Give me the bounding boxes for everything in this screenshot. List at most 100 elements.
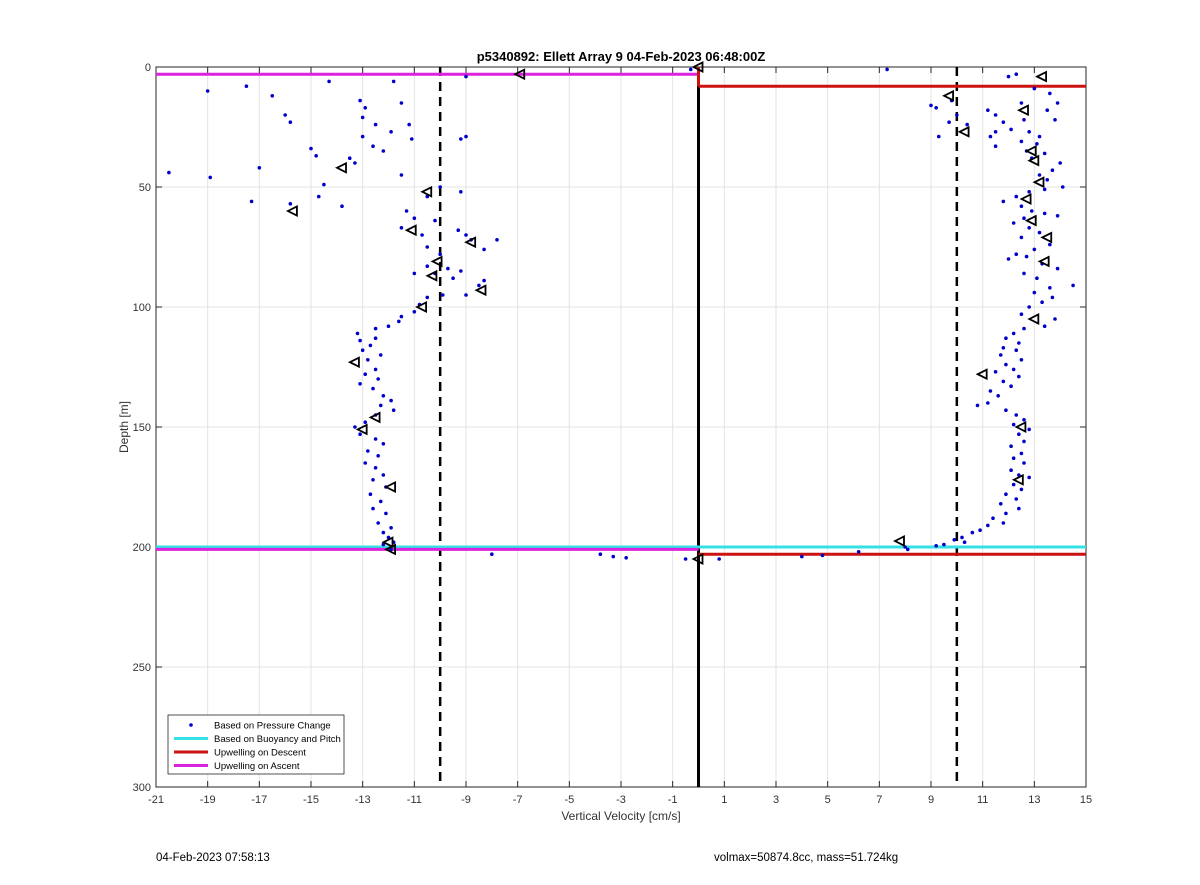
data-point bbox=[1004, 362, 1008, 367]
data-point bbox=[371, 144, 375, 148]
data-point bbox=[373, 326, 378, 331]
data-point bbox=[800, 554, 804, 559]
data-point bbox=[1027, 305, 1031, 309]
data-point bbox=[1040, 300, 1044, 305]
data-point bbox=[1009, 384, 1013, 389]
data-point bbox=[1019, 358, 1024, 362]
data-point bbox=[363, 372, 368, 377]
x-tick-label: 13 bbox=[1028, 794, 1040, 806]
data-point bbox=[412, 216, 417, 220]
data-point bbox=[389, 130, 393, 134]
y-axis-ticks: 0 50 100 150 200 250 300 bbox=[133, 62, 1086, 794]
data-point bbox=[934, 544, 938, 548]
data-point bbox=[1006, 257, 1011, 261]
data-point bbox=[376, 521, 380, 525]
data-point bbox=[934, 106, 938, 110]
data-point bbox=[1022, 461, 1026, 465]
data-point bbox=[433, 218, 437, 223]
x-axis-label: Vertical Velocity [cm/s] bbox=[561, 809, 680, 823]
data-point bbox=[438, 185, 442, 189]
data-point bbox=[399, 226, 404, 230]
data-point bbox=[1014, 252, 1019, 256]
data-point bbox=[1024, 254, 1029, 259]
data-point bbox=[1042, 211, 1047, 216]
data-point bbox=[355, 331, 360, 336]
x-tick-label: -1 bbox=[668, 794, 678, 806]
triangle-marker bbox=[892, 535, 905, 547]
data-point bbox=[1042, 187, 1047, 192]
data-point bbox=[936, 134, 941, 139]
x-tick-label: -7 bbox=[513, 794, 523, 806]
data-point bbox=[381, 394, 386, 398]
x-axis-ticks: -21 -19 -17 -15 -13 -11 -9 -7 -5 -3 -1 1 3 5 7 9 11 13 15 bbox=[148, 67, 1092, 806]
data-point bbox=[446, 266, 450, 271]
triangle-marker bbox=[1027, 154, 1040, 167]
legend: Based on Pressure Change Based on Buoyanc… bbox=[167, 714, 345, 775]
data-point bbox=[482, 247, 486, 252]
data-point bbox=[1014, 348, 1019, 353]
data-point bbox=[391, 79, 396, 84]
data-point bbox=[962, 540, 967, 544]
chart-title: p5340892: Ellett Array 9 04-Feb-2023 06:… bbox=[477, 49, 766, 64]
data-point bbox=[1053, 118, 1057, 122]
data-point bbox=[459, 269, 463, 273]
triangle-marker bbox=[957, 125, 970, 138]
data-point bbox=[376, 454, 380, 458]
data-point bbox=[373, 367, 378, 372]
data-point bbox=[482, 278, 486, 283]
data-point bbox=[368, 492, 373, 497]
data-point bbox=[1048, 286, 1052, 290]
data-point bbox=[358, 382, 362, 386]
data-point bbox=[820, 553, 825, 558]
triangle-marker bbox=[464, 236, 477, 249]
data-point bbox=[970, 530, 975, 535]
data-point bbox=[1001, 346, 1006, 350]
data-point bbox=[288, 202, 293, 206]
data-point bbox=[1027, 190, 1031, 194]
x-tick-label: -21 bbox=[148, 794, 164, 806]
data-point bbox=[1001, 120, 1006, 124]
data-point bbox=[353, 161, 357, 165]
data-point bbox=[373, 122, 378, 127]
x-tick-label: -13 bbox=[355, 794, 371, 806]
data-point bbox=[1019, 204, 1024, 208]
data-point bbox=[1019, 101, 1024, 105]
data-point bbox=[1009, 468, 1013, 473]
data-point bbox=[1032, 247, 1037, 252]
data-point bbox=[955, 113, 959, 117]
data-point bbox=[986, 401, 990, 405]
data-point bbox=[988, 134, 993, 139]
data-point bbox=[1009, 444, 1013, 449]
triangle-marker bbox=[384, 481, 396, 493]
data-point bbox=[1006, 74, 1011, 79]
data-point bbox=[1001, 379, 1006, 384]
y-tick-label: 200 bbox=[133, 542, 151, 554]
triangle-marker bbox=[355, 423, 368, 436]
data-point bbox=[360, 134, 365, 139]
data-point bbox=[327, 79, 331, 84]
data-point bbox=[1050, 295, 1055, 300]
y-tick-label: 50 bbox=[139, 182, 151, 194]
data-point bbox=[1045, 108, 1050, 112]
data-point bbox=[1011, 456, 1016, 461]
triangle-marker bbox=[285, 205, 298, 217]
data-point bbox=[998, 502, 1003, 506]
data-point bbox=[381, 442, 386, 446]
data-point bbox=[358, 338, 362, 343]
data-point bbox=[425, 295, 430, 300]
x-tick-label: -17 bbox=[251, 794, 267, 806]
data-point bbox=[371, 478, 375, 482]
triangle-marker bbox=[1019, 193, 1032, 205]
data-point bbox=[270, 94, 275, 98]
data-point bbox=[1050, 168, 1055, 172]
x-tick-label: 15 bbox=[1080, 794, 1092, 806]
data-point bbox=[993, 370, 998, 374]
data-point bbox=[1022, 271, 1026, 276]
triangle-marker bbox=[368, 411, 381, 424]
data-point bbox=[208, 175, 213, 180]
data-point bbox=[381, 473, 386, 477]
data-point bbox=[683, 557, 688, 561]
x-tick-label: 9 bbox=[928, 794, 934, 806]
triangle-marker bbox=[1037, 255, 1050, 268]
data-point bbox=[347, 156, 352, 160]
